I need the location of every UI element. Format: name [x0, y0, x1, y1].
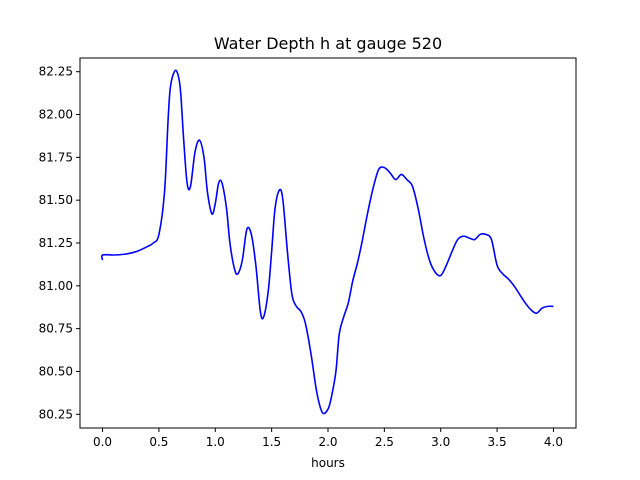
chart-title: Water Depth h at gauge 520: [214, 34, 442, 53]
x-axis: 0.0 0.5 1.0 1.5 2.0 2.5 3.0 3.5 4.0: [93, 428, 563, 449]
x-tick-label: 2.5: [375, 435, 394, 449]
y-tick-label: 80.25: [39, 407, 73, 421]
series-line: [100, 69, 554, 415]
x-tick-label: 3.5: [488, 435, 507, 449]
y-tick-label: 80.50: [39, 364, 73, 378]
y-tick-label: 81.25: [39, 236, 73, 250]
x-tick-label: 3.0: [431, 435, 450, 449]
y-tick-label: 82.00: [39, 108, 73, 122]
plot-area: [100, 69, 554, 415]
x-tick-label: 0.5: [149, 435, 168, 449]
y-tick-label: 81.75: [39, 150, 73, 164]
x-tick-label: 0.0: [93, 435, 112, 449]
x-axis-label: hours: [311, 456, 345, 470]
y-axis: 80.25 80.50 80.75 81.00 81.25 81.50 81.75 82.00…: [39, 65, 80, 421]
x-tick-label: 2.0: [318, 435, 337, 449]
y-tick-label: 82.25: [39, 65, 73, 79]
y-tick-label: 80.75: [39, 322, 73, 336]
x-tick-label: 4.0: [544, 435, 563, 449]
y-tick-label: 81.00: [39, 279, 73, 293]
axes-frame: [79, 57, 577, 429]
x-tick-label: 1.0: [206, 435, 225, 449]
x-tick-label: 1.5: [262, 435, 281, 449]
y-tick-label: 81.50: [39, 193, 73, 207]
